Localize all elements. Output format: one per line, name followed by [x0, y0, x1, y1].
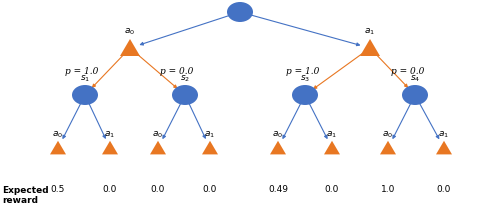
- Polygon shape: [50, 141, 66, 154]
- Text: 0.0: 0.0: [103, 185, 117, 194]
- Text: 1.0: 1.0: [381, 185, 395, 194]
- Text: 0.49: 0.49: [268, 185, 288, 194]
- Text: 0.0: 0.0: [151, 185, 165, 194]
- Polygon shape: [202, 141, 218, 154]
- Ellipse shape: [402, 85, 428, 105]
- Polygon shape: [150, 141, 166, 154]
- Text: 0.0: 0.0: [325, 185, 339, 194]
- Text: p = 0.0: p = 0.0: [160, 68, 194, 76]
- Polygon shape: [102, 141, 118, 154]
- Text: 0.5: 0.5: [51, 185, 65, 194]
- Text: p = 1.0: p = 1.0: [65, 68, 98, 76]
- Text: $s_{3}$: $s_{3}$: [300, 73, 310, 84]
- Text: $a_{1}$: $a_{1}$: [365, 27, 376, 37]
- Text: p = 0.0: p = 0.0: [391, 68, 424, 76]
- Text: $s_{2}$: $s_{2}$: [180, 73, 190, 84]
- Ellipse shape: [172, 85, 198, 105]
- Polygon shape: [360, 39, 380, 56]
- Text: 0.0: 0.0: [437, 185, 451, 194]
- Text: $a_{0}$: $a_{0}$: [382, 129, 393, 140]
- Text: $a_{0}$: $a_{0}$: [152, 129, 163, 140]
- Ellipse shape: [292, 85, 318, 105]
- Text: 0.0: 0.0: [203, 185, 217, 194]
- Polygon shape: [270, 141, 286, 154]
- Text: $a_{0}$: $a_{0}$: [272, 129, 283, 140]
- Text: $a_{1}$: $a_{1}$: [105, 129, 116, 140]
- Ellipse shape: [227, 2, 253, 22]
- Text: $s_{0}$: $s_{0}$: [235, 0, 245, 1]
- Polygon shape: [324, 141, 340, 154]
- Polygon shape: [120, 39, 140, 56]
- Text: Expected
reward: Expected reward: [2, 186, 49, 204]
- Polygon shape: [436, 141, 452, 154]
- Text: $s_{4}$: $s_{4}$: [410, 73, 420, 84]
- Text: $a_{0}$: $a_{0}$: [53, 129, 64, 140]
- Polygon shape: [380, 141, 396, 154]
- Ellipse shape: [72, 85, 98, 105]
- Text: $a_{1}$: $a_{1}$: [326, 129, 337, 140]
- Text: p = 1.0: p = 1.0: [286, 68, 320, 76]
- Text: $a_{1}$: $a_{1}$: [438, 129, 449, 140]
- Text: $s_{1}$: $s_{1}$: [80, 73, 90, 84]
- Text: $a_{1}$: $a_{1}$: [205, 129, 216, 140]
- Text: $a_{0}$: $a_{0}$: [124, 27, 136, 37]
